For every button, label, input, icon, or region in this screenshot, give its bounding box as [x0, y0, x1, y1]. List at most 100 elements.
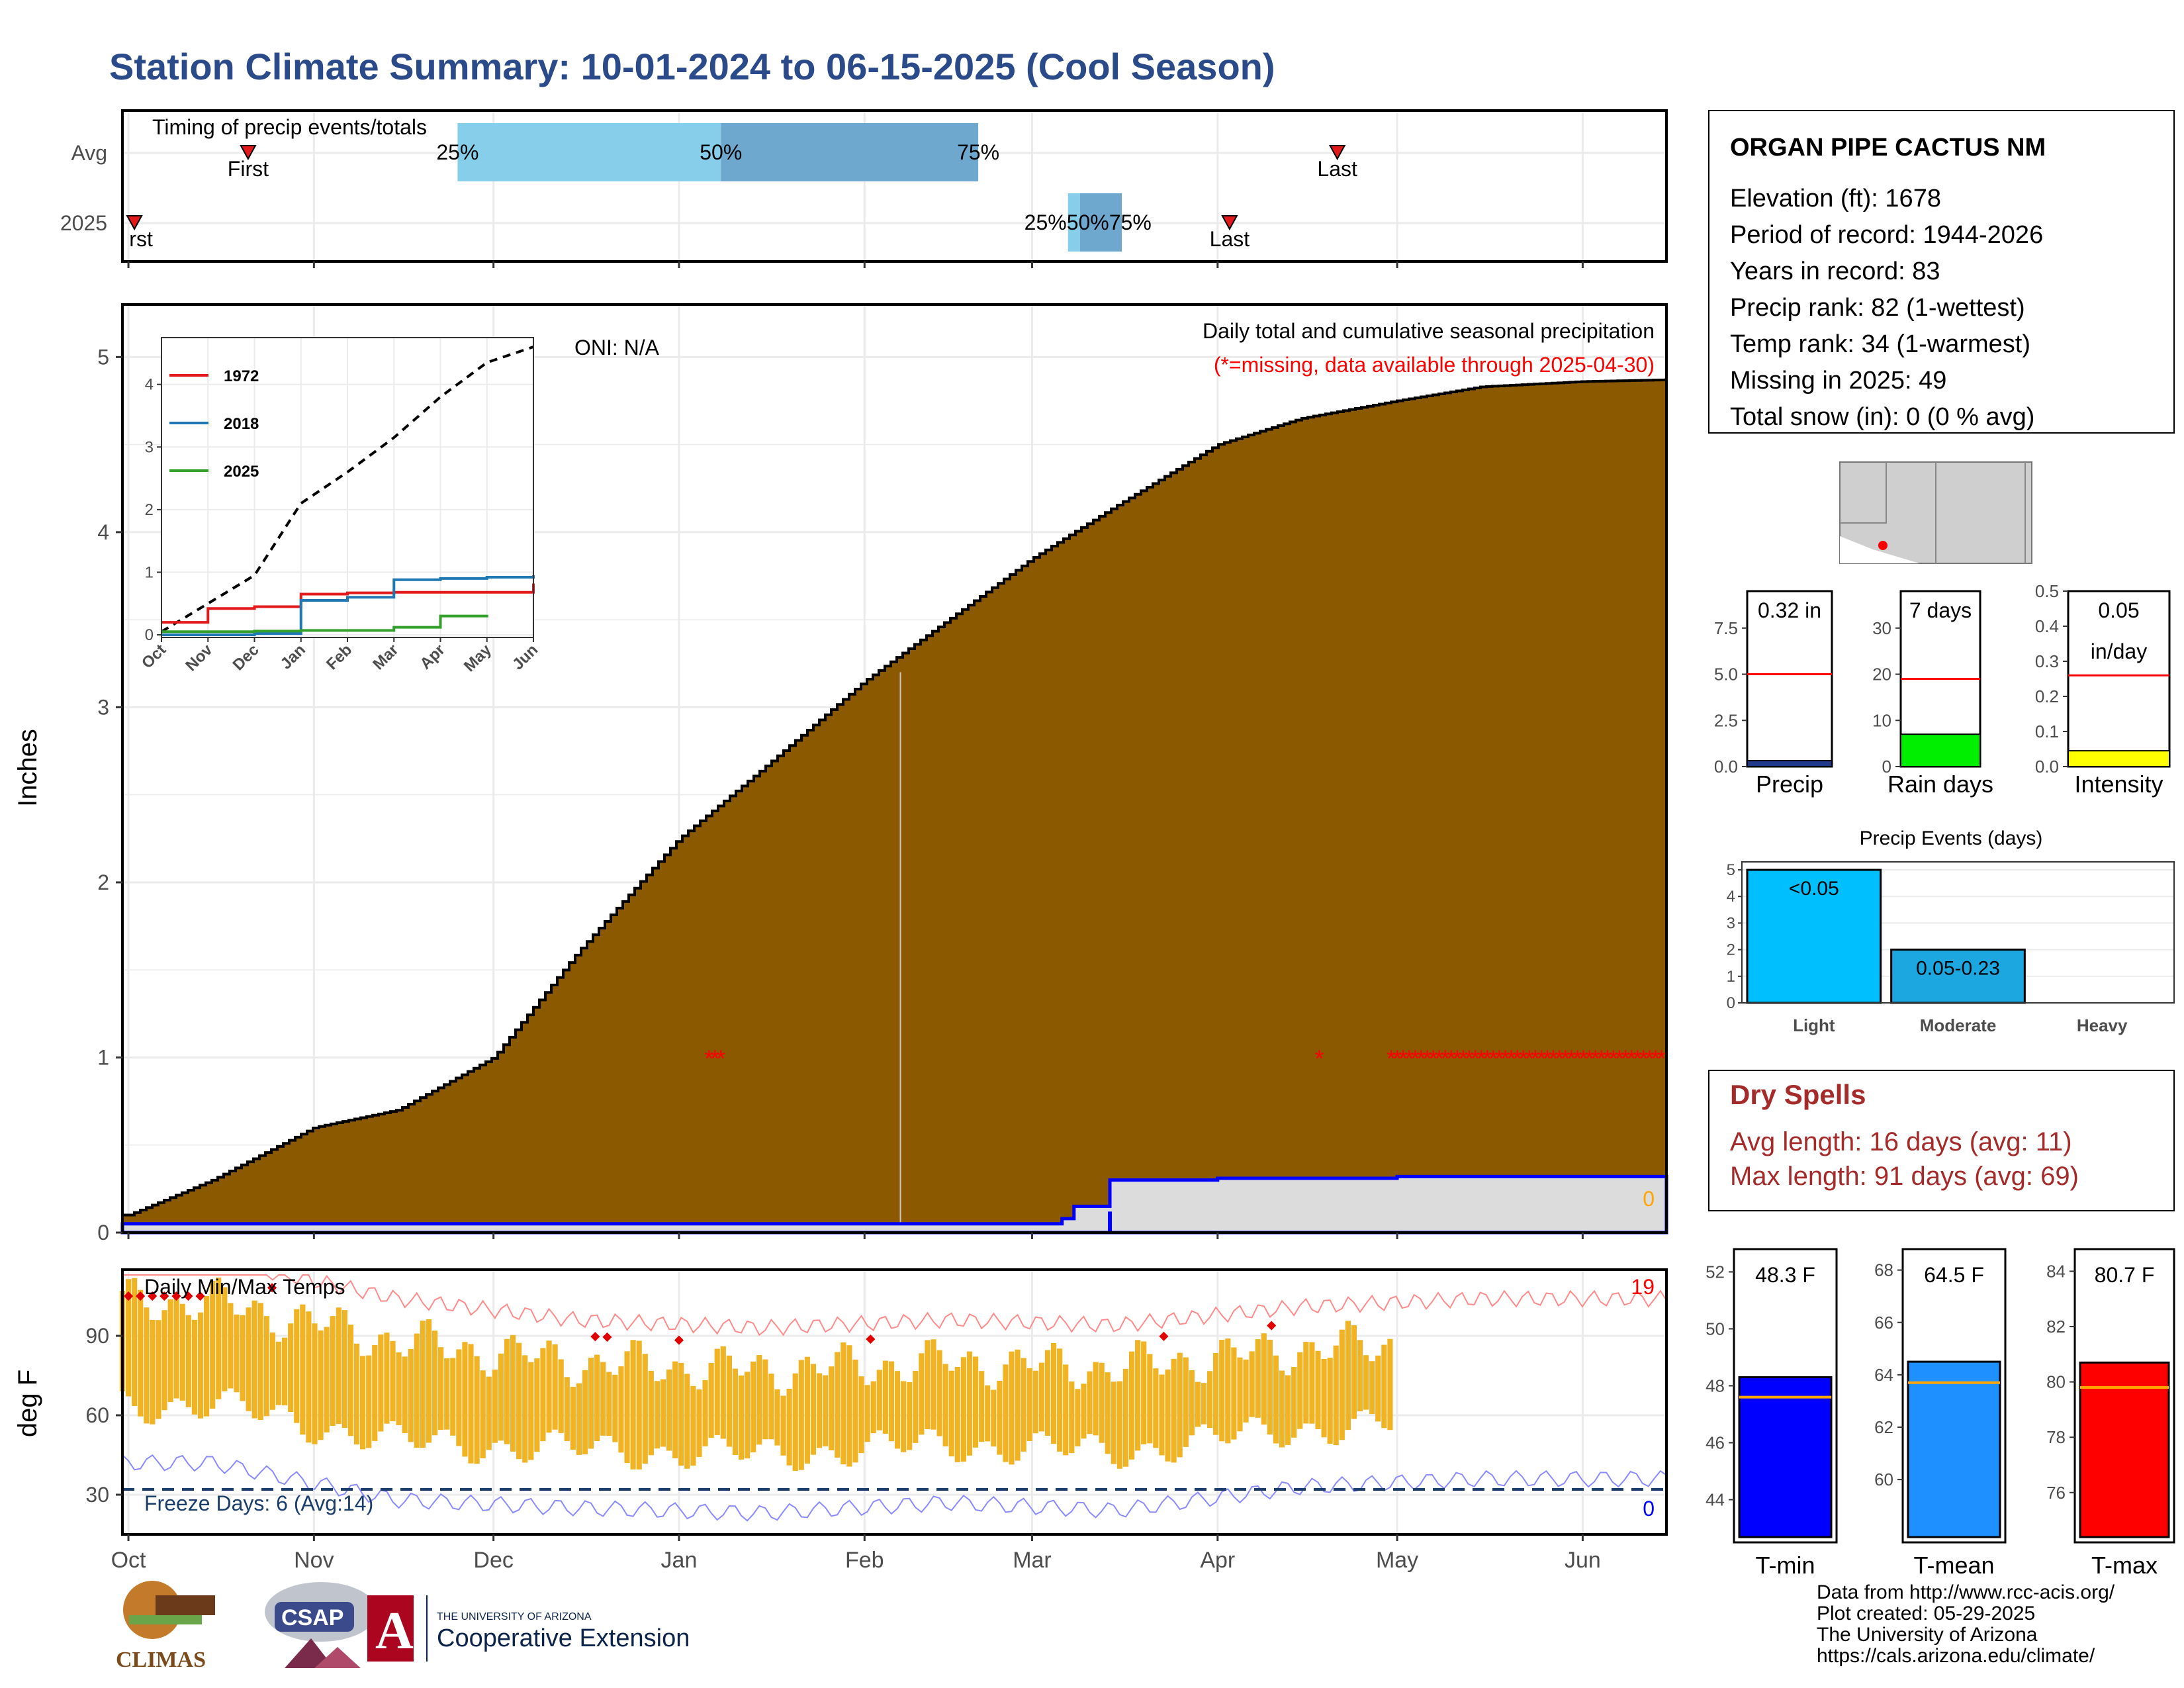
temp-gauge-tick-label: 62	[1874, 1417, 1893, 1437]
temp-daily-bar	[1135, 1340, 1141, 1451]
temp-daily-bar	[510, 1335, 516, 1452]
temp-daily-bar	[179, 1303, 185, 1401]
current-total-label: 0	[1643, 1187, 1655, 1211]
temp-daily-bar	[390, 1340, 396, 1421]
temp-record-marker	[195, 1291, 205, 1301]
missing-marker: *	[1621, 1045, 1630, 1072]
gauge-tick-label: 0.3	[2035, 651, 2059, 671]
temp-daily-bar	[408, 1348, 414, 1442]
temp-daily-bar	[612, 1374, 618, 1442]
missing-marker: *	[1609, 1045, 1618, 1072]
missing-marker: *	[1441, 1045, 1450, 1072]
temp-daily-bar	[498, 1353, 504, 1441]
temp-daily-bar	[1183, 1357, 1189, 1447]
missing-marker: *	[1651, 1045, 1660, 1072]
temp-daily-bar	[1093, 1362, 1099, 1436]
temp-daily-bar	[462, 1342, 468, 1457]
station-name: ORGAN PIPE CACTUS NM	[1730, 134, 2046, 162]
temp-gauge-tick-label: 60	[1874, 1470, 1893, 1489]
oni-label: ONI: N/A	[574, 336, 660, 359]
temp-daily-bar	[324, 1327, 330, 1432]
temp-daily-bar	[630, 1340, 636, 1470]
temp-daily-bar	[414, 1333, 420, 1448]
temp-daily-bar	[540, 1348, 546, 1442]
temp-daily-bar	[1339, 1329, 1345, 1440]
temp-daily-bar	[1369, 1361, 1375, 1415]
temp-daily-bar	[600, 1362, 606, 1436]
gauge-tick-label: 10	[1872, 710, 1891, 730]
temp-daily-bar	[204, 1295, 210, 1417]
temp-daily-bar	[1141, 1341, 1147, 1444]
timing-avg-first-marker	[240, 145, 257, 161]
temp-daily-bar	[1147, 1354, 1153, 1444]
temp-daily-bar	[1387, 1338, 1393, 1430]
temp-daily-bar	[1087, 1371, 1093, 1434]
temp-daily-bar	[925, 1340, 931, 1430]
temp-daily-bar	[606, 1372, 612, 1436]
temp-record-marker	[590, 1332, 600, 1342]
temp-daily-bar	[1069, 1381, 1075, 1454]
temp-gauge-tick-label: 84	[2046, 1261, 2066, 1281]
inset-series-1972	[161, 583, 535, 624]
temp-daily-bar	[954, 1366, 960, 1462]
temp-daily-bar	[1015, 1349, 1021, 1461]
timing-cur-first-label: rst	[129, 227, 153, 251]
locator-map-border-line	[1840, 462, 1887, 524]
temp-daily-bar	[931, 1339, 936, 1430]
gauge-value-label: 0.05	[2098, 598, 2139, 622]
temp-daily-bar	[1153, 1368, 1159, 1448]
svg-text:CSAP: CSAP	[281, 1605, 343, 1630]
temp-daily-bar	[288, 1323, 294, 1412]
hot-days-count: 19	[1631, 1275, 1655, 1299]
missing-marker: *	[1416, 1045, 1426, 1072]
temp-daily-bar	[1099, 1362, 1105, 1443]
temp-daily-bar	[474, 1356, 480, 1464]
temp-daily-bar	[1357, 1340, 1363, 1412]
temp-daily-bar	[228, 1303, 234, 1389]
temp-daily-bar	[780, 1395, 786, 1456]
temp-daily-bar	[468, 1344, 474, 1464]
missing-marker: *	[1531, 1045, 1540, 1072]
temp-daily-bar	[486, 1376, 492, 1450]
temp-daily-bar	[1285, 1375, 1291, 1445]
temp-daily-bar	[528, 1362, 534, 1460]
temp-daily-bar	[1075, 1389, 1081, 1446]
temp-daily-bar	[1243, 1359, 1249, 1423]
temp-panel-title: Daily Min/Max Temps	[144, 1275, 345, 1299]
missing-marker: *	[1507, 1045, 1516, 1072]
x-month-label: May	[1376, 1548, 1418, 1573]
missing-marker: *	[704, 1045, 713, 1072]
temp-daily-bar	[1261, 1333, 1267, 1425]
x-month-label: Feb	[845, 1548, 884, 1573]
temp-y-tick-label: 30	[85, 1483, 109, 1507]
temp-daily-bar	[450, 1358, 456, 1436]
missing-marker: *	[1501, 1045, 1510, 1072]
temp-gauge-value: 64.5 F	[1924, 1263, 1984, 1287]
temp-gauge-tick-label: 78	[2046, 1427, 2066, 1447]
missing-marker: *	[1513, 1045, 1522, 1072]
temp-daily-bar	[432, 1331, 438, 1436]
gauge-value-bar	[2068, 750, 2170, 768]
temp-daily-bar	[762, 1359, 768, 1440]
timing-cur-pct: 25%50%75%	[1024, 211, 1152, 234]
events-bar-label: <0.05	[1789, 878, 1839, 900]
gauge-tick-label: 0.4	[2035, 616, 2059, 636]
temp-gauge-value: 80.7 F	[2095, 1263, 2155, 1287]
temp-daily-bar	[696, 1389, 702, 1457]
temp-daily-bar	[864, 1385, 870, 1442]
temp-daily-bar	[642, 1354, 648, 1464]
gauge-tick-label: 0.1	[2035, 722, 2059, 741]
temp-daily-bar	[960, 1357, 966, 1462]
cold-days-count: 0	[1643, 1497, 1655, 1521]
temp-y-tick-label: 90	[85, 1324, 109, 1348]
gauge-tick-label: 0.2	[2035, 686, 2059, 706]
missing-marker: *	[1597, 1045, 1606, 1072]
temp-daily-bar	[234, 1314, 240, 1393]
station-info-line: Missing in 2025: 49	[1730, 367, 1946, 395]
temp-daily-bar	[714, 1348, 720, 1435]
timing-row-label: 2025	[60, 211, 107, 235]
temp-y-tick-label: 60	[85, 1403, 109, 1427]
temp-daily-bar	[300, 1304, 306, 1435]
